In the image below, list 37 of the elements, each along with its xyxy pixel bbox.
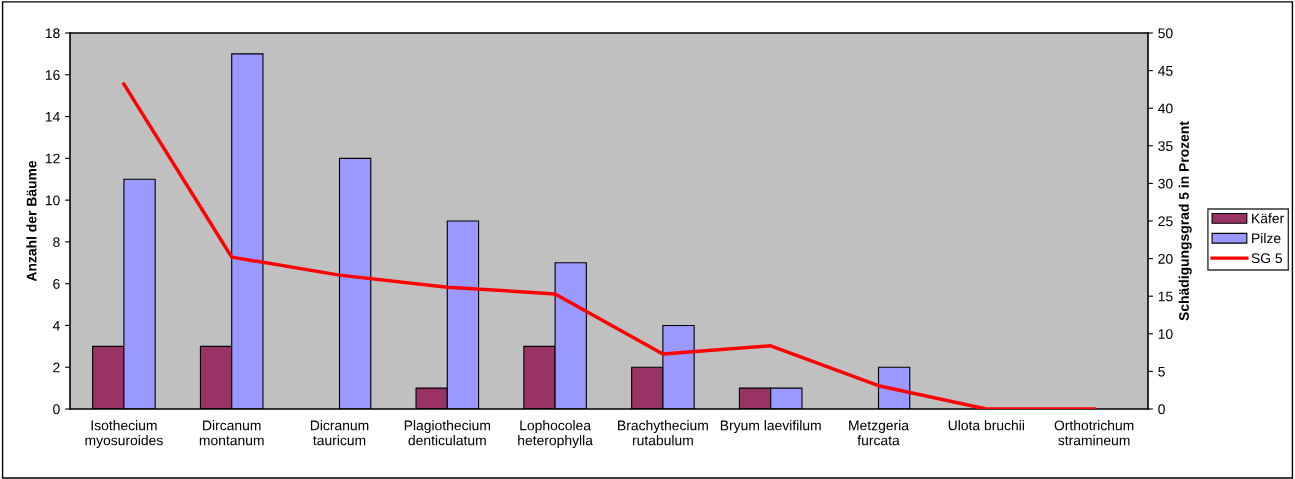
y2-axis-title: Schädigungsgrad 5 in Prozent <box>1178 121 1192 321</box>
y2-tick-label: 30 <box>1158 178 1173 189</box>
y-tick-label: 16 <box>45 70 60 80</box>
x-tick-label: Metzgeria furcata <box>849 420 909 446</box>
y-tick-label: 2 <box>53 362 60 373</box>
x-tick-label: Bryum laevifilum <box>720 420 821 434</box>
y-tick-label: 8 <box>53 237 60 248</box>
y-tick-label: 6 <box>53 279 60 289</box>
y-tick-label: 18 <box>45 28 60 39</box>
x-tick-label: Plagiothecium denticulatum <box>404 420 491 446</box>
y2-tick-label: 20 <box>1158 253 1173 264</box>
y2-tick-label: 0 <box>1158 404 1165 415</box>
y-axis-title: Anzahl der Bäume <box>26 160 37 282</box>
y-tick-label: 10 <box>45 195 60 206</box>
x-tick-label: Dicranum tauricum <box>310 420 369 446</box>
y2-tick-label: 35 <box>1158 141 1173 151</box>
y2-tick-label: 5 <box>1158 366 1165 377</box>
y-tick-label: 12 <box>45 153 60 164</box>
y2-tick-label: 10 <box>1158 329 1173 339</box>
y2-tick-label: 40 <box>1158 103 1173 114</box>
line-series <box>122 82 1096 409</box>
y2-tick-label: 15 <box>1158 291 1173 302</box>
y-tick-label: 14 <box>45 112 60 122</box>
x-tick-label: Ulota bruchii <box>948 420 1024 431</box>
legend-label: Käfer <box>1252 213 1284 224</box>
legend-label: Pilze <box>1252 233 1281 244</box>
legend-label: SG 5 <box>1251 253 1283 264</box>
x-tick-label: Brachythecium rutabulum <box>618 420 708 446</box>
y2-tick-label: 45 <box>1158 66 1173 76</box>
x-tick-label: Orthotrichum stramineum <box>1054 420 1134 446</box>
y2-tick-label: 25 <box>1158 216 1173 227</box>
x-tick-label: Dircanum montanum <box>199 420 264 446</box>
x-tick-label: Lophocolea heterophylla <box>518 420 593 449</box>
y-tick-label: 4 <box>52 320 60 331</box>
y2-tick-label: 50 <box>1158 28 1173 39</box>
y-tick-label: 0 <box>53 404 60 415</box>
x-tick-label: Isothecium myosuroides <box>85 420 163 449</box>
